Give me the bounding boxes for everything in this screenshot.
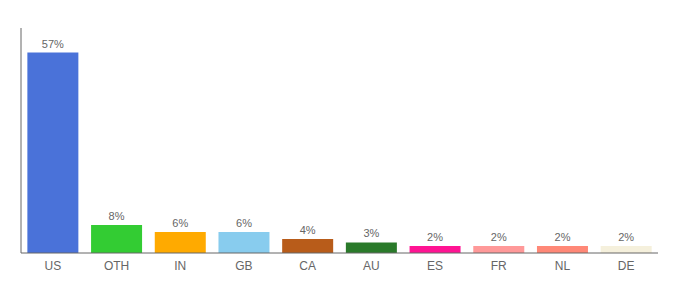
- svg-text:6%: 6%: [172, 217, 188, 229]
- svg-text:AU: AU: [363, 259, 380, 273]
- svg-text:6%: 6%: [236, 217, 252, 229]
- svg-text:8%: 8%: [109, 210, 125, 222]
- svg-text:OTH: OTH: [104, 259, 129, 273]
- svg-text:57%: 57%: [42, 38, 64, 50]
- svg-text:ES: ES: [427, 259, 443, 273]
- svg-text:3%: 3%: [363, 227, 379, 239]
- svg-text:IN: IN: [174, 259, 186, 273]
- svg-text:FR: FR: [491, 259, 507, 273]
- svg-text:NL: NL: [555, 259, 571, 273]
- svg-text:2%: 2%: [427, 231, 443, 243]
- svg-text:2%: 2%: [618, 231, 634, 243]
- svg-text:GB: GB: [235, 259, 252, 273]
- svg-text:2%: 2%: [555, 231, 571, 243]
- svg-text:DE: DE: [618, 259, 635, 273]
- svg-text:2%: 2%: [491, 231, 507, 243]
- svg-text:CA: CA: [299, 259, 316, 273]
- svg-text:US: US: [45, 259, 62, 273]
- svg-text:4%: 4%: [300, 224, 316, 236]
